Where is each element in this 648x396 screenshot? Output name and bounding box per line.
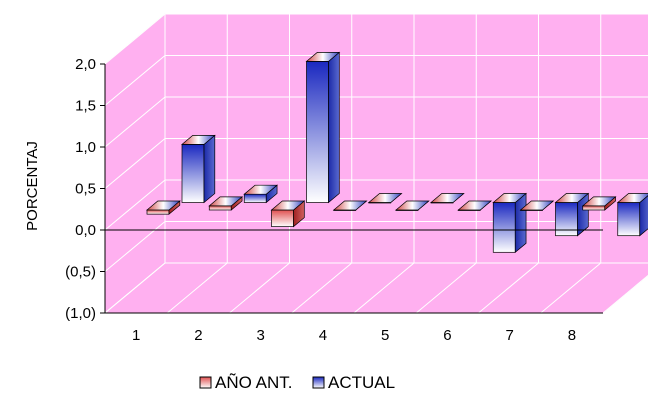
- bar-top: [208, 196, 244, 207]
- bar-top: [395, 200, 430, 211]
- bar: [270, 200, 306, 228]
- bar-front: [146, 209, 170, 215]
- bar-top: [492, 193, 528, 203]
- y-tick-label: 2,0: [75, 56, 96, 73]
- bar-side: [514, 192, 527, 254]
- x-tick-labels: 1 2 3 4 5 6 7 8: [132, 327, 576, 344]
- y-tick-label: 0,0: [75, 222, 96, 239]
- gridline-vertical: [602, 274, 648, 314]
- bar-top: [616, 193, 648, 203]
- bar: [581, 196, 617, 211]
- bar-front: [306, 61, 329, 203]
- grid-lines: [100, 13, 648, 314]
- bar: [146, 200, 181, 215]
- bar: [554, 192, 590, 237]
- gridline-vertical: [104, 14, 166, 314]
- x-tick-label: 5: [381, 327, 389, 344]
- bar-front: [582, 205, 606, 211]
- legend: AÑO ANT. ACTUAL: [199, 373, 395, 392]
- y-tick-label: 1,0: [75, 139, 96, 156]
- y-tick-label: (0,5): [65, 264, 96, 281]
- x-tick-label: 7: [505, 327, 513, 344]
- gridline-vertical: [353, 14, 415, 314]
- bar-side: [203, 134, 216, 204]
- y-tick-labels: 2,0 1,5 1,0 0,5 0,0 (0,5) (1,0): [65, 56, 96, 322]
- bars: [146, 51, 648, 254]
- bar: [332, 200, 368, 211]
- bar-front: [181, 144, 205, 203]
- bar-top: [243, 184, 279, 195]
- bar: [367, 193, 403, 204]
- bar: [395, 200, 430, 211]
- y-tick-label: (1,0): [65, 305, 96, 322]
- bar: [616, 193, 648, 237]
- bar-front: [271, 209, 294, 227]
- bar: [430, 193, 465, 204]
- bar-top: [367, 193, 403, 203]
- gridline-vertical: [540, 14, 602, 314]
- bar-front: [243, 193, 267, 203]
- bar: [305, 51, 341, 204]
- bar-top: [581, 196, 617, 207]
- bar-top: [554, 193, 590, 203]
- x-tick-label: 4: [319, 327, 327, 344]
- bar-top: [270, 200, 306, 211]
- x-tick-label: 6: [443, 327, 451, 344]
- bar-top: [332, 200, 368, 211]
- bar: [243, 184, 279, 204]
- bar: [457, 200, 493, 211]
- bar-front: [492, 202, 516, 253]
- bar-top: [519, 200, 555, 211]
- floor-wall: [104, 262, 648, 314]
- gridline-vertical: [415, 14, 477, 314]
- x-tick-label: 2: [194, 327, 202, 344]
- bar: [181, 134, 216, 204]
- bar-front: [555, 202, 578, 237]
- gridline-vertical: [229, 14, 290, 314]
- bar-front: [208, 205, 232, 211]
- gridline-vertical: [291, 14, 353, 314]
- bar-top: [430, 193, 465, 203]
- legend-swatch-ano-ant: [199, 376, 212, 389]
- bar-top: [181, 135, 216, 145]
- legend-label-actual: ACTUAL: [328, 373, 395, 392]
- bar: [208, 196, 244, 211]
- bar: [492, 192, 528, 254]
- gridline-vertical: [166, 14, 228, 314]
- bar-side: [328, 51, 340, 204]
- y-axis-title: PORCENTAJ: [24, 141, 41, 231]
- legend-label-ano-ant: AÑO ANT.: [215, 373, 292, 392]
- bar: [519, 200, 555, 211]
- x-tick-label: 3: [256, 327, 264, 344]
- y-tick-label: 0,5: [75, 181, 96, 198]
- bar-top: [146, 200, 181, 211]
- bar-front: [617, 202, 641, 237]
- x-tick-label: 1: [132, 327, 140, 344]
- x-tick-label: 8: [568, 327, 576, 344]
- y-tick-label: 1,5: [75, 98, 96, 115]
- bar-top: [305, 52, 341, 62]
- bar-top: [457, 200, 493, 211]
- legend-swatch-actual: [312, 376, 325, 389]
- gridline-vertical: [478, 14, 539, 314]
